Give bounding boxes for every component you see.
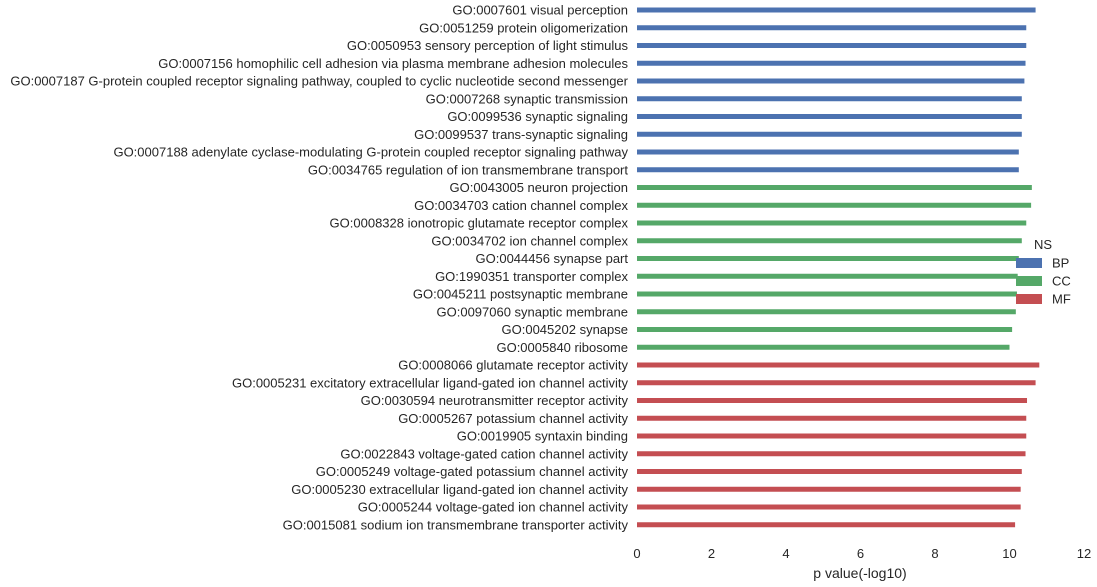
term-label: GO:0019905 syntaxin binding [457,429,628,444]
x-tick-label: 6 [857,546,864,561]
legend: NS BP CC MF [1016,237,1071,307]
term-label: GO:0008066 glutamate receptor activity [398,358,628,373]
bar-bp-8 [637,149,1019,155]
term-labels-layer: GO:0007601 visual perception GO:0051259 p… [10,3,628,533]
term-label: GO:0007601 visual perception [452,3,628,18]
bar-cc-2 [637,220,1027,226]
term-label: GO:0050953 sensory perception of light s… [347,38,629,53]
term-label: GO:0015081 sodium ion transmembrane tran… [283,517,629,532]
term-label: GO:0034765 regulation of ion transmembra… [308,162,629,177]
x-tick-label: 2 [708,546,715,561]
x-tick-label: 4 [782,546,789,561]
term-label: GO:0045202 synapse [502,322,628,337]
term-label: GO:0008328 ionotropic glutamate receptor… [330,216,629,231]
term-label: GO:0007187 G-protein coupled receptor si… [10,74,628,89]
bar-bp-3 [637,60,1026,66]
bar-bp-9 [637,167,1019,173]
bar-bp-1 [637,25,1027,31]
term-label: GO:0099537 trans-synaptic signaling [414,127,628,142]
term-label: GO:0051259 protein oligomerization [419,20,628,35]
bar-mf-5 [637,451,1026,457]
bar-mf-2 [637,398,1028,403]
term-label: GO:0045211 postsynaptic membrane [413,287,628,302]
term-label: GO:0005230 extracellular ligand-gated io… [291,482,628,497]
bar-bp-4 [637,78,1025,84]
bar-cc-7 [637,309,1016,315]
bar-mf-1 [637,380,1036,386]
bar-cc-5 [637,273,1018,279]
bar-bp-2 [637,43,1027,48]
bar-mf-8 [637,504,1021,510]
term-label: GO:0005267 potassium channel activity [398,411,628,426]
legend-label-bp: BP [1052,256,1069,271]
term-label: GO:0030594 neurotransmitter receptor act… [361,393,629,408]
bar-mf-4 [637,433,1027,439]
bar-bp-5 [637,96,1022,102]
bar-cc-8 [637,327,1013,332]
x-axis: 0 2 4 6 8 10 12 [633,546,1091,561]
legend-swatch-mf [1016,294,1042,304]
term-label: GO:0022843 voltage-gated cation channel … [340,446,628,461]
term-label: GO:0007188 adenylate cyclase-modulating … [113,145,628,160]
bar-mf-9 [637,522,1016,528]
term-label: GO:0007156 homophilic cell adhesion via … [158,56,628,71]
bar-mf-7 [637,486,1021,492]
term-label: GO:0099536 synaptic signaling [447,109,628,124]
term-label: GO:0005249 voltage-gated potassium chann… [316,464,629,479]
term-label: GO:0097060 synaptic membrane [437,304,629,319]
x-tick-label: 12 [1077,546,1091,561]
legend-title: NS [1034,237,1052,252]
term-label: GO:0043005 neuron projection [449,180,628,195]
term-label: GO:0044456 synapse part [476,251,629,266]
bar-cc-4 [637,256,1019,261]
bar-cc-3 [637,238,1022,244]
term-label: GO:0034702 ion channel complex [431,233,628,248]
term-label: GO:0005231 excitatory extracellular liga… [232,375,629,390]
bar-mf-6 [637,469,1022,474]
term-label: GO:0034703 cation channel complex [414,198,628,213]
bar-cc-9 [637,344,1010,350]
term-label: GO:1990351 transporter complex [435,269,628,284]
legend-swatch-cc [1016,276,1042,286]
bar-bp-0 [637,7,1036,13]
legend-label-mf: MF [1052,292,1071,307]
legend-label-cc: CC [1052,274,1071,289]
x-tick-label: 10 [1002,546,1016,561]
bar-cc-0 [637,185,1032,190]
bar-mf-0 [637,362,1040,368]
bar-cc-6 [637,291,1017,297]
bars-layer [637,7,1040,528]
bar-cc-1 [637,202,1032,208]
x-tick-label: 8 [931,546,938,561]
bar-bp-7 [637,131,1022,137]
x-axis-title: p value(-log10) [813,565,906,581]
bar-bp-6 [637,114,1022,119]
term-label: GO:0005840 ribosome [496,340,628,355]
term-label: GO:0005244 voltage-gated ion channel act… [358,500,629,515]
bar-mf-3 [637,415,1027,421]
term-label: GO:0007268 synaptic transmission [426,91,628,106]
legend-swatch-bp [1016,258,1042,268]
x-tick-label: 0 [633,546,640,561]
